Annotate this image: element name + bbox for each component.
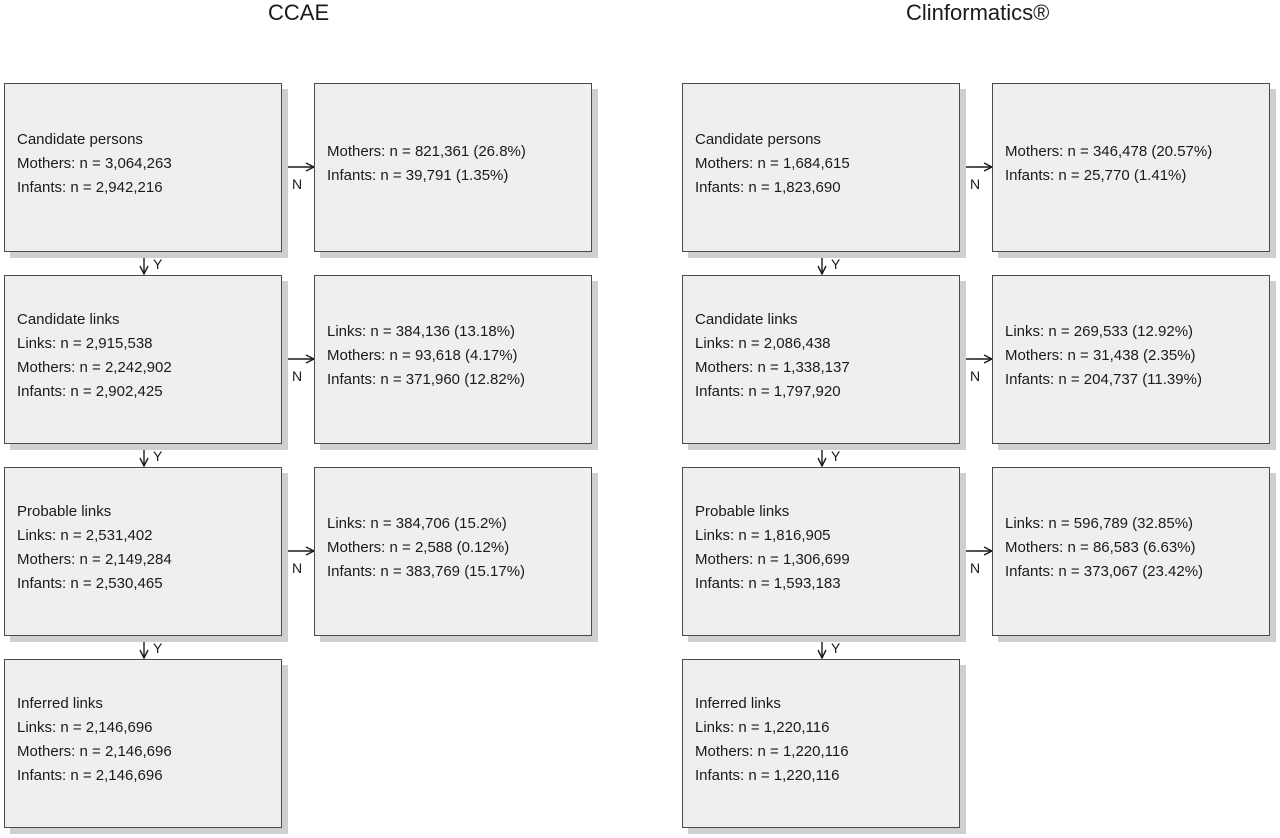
box-line: Links: n = 384,136 (13.18%) — [327, 322, 516, 340]
box-line: Links: n = 2,146,696 — [17, 718, 153, 736]
clin-no-label-3: N — [970, 560, 981, 576]
ccae-candidate-persons-box: Candidate persons Mothers: n = 3,064,263… — [4, 83, 282, 252]
box-line: Mothers: n = 93,618 (4.17%) — [327, 346, 518, 364]
box-line: Links: n = 2,531,402 — [17, 526, 153, 544]
box-line: Infants: n = 39,791 (1.35%) — [327, 166, 509, 184]
box-line: Infants: n = 1,797,920 — [695, 382, 841, 400]
ccae-inferred-links-box: Inferred links Links: n = 2,146,696 Moth… — [4, 659, 282, 828]
box-line: Links: n = 1,220,116 — [695, 718, 830, 736]
ccae-yes-label-2: Y — [153, 448, 163, 464]
box-line: Mothers: n = 86,583 (6.63%) — [1005, 538, 1196, 556]
ccae-yes-label-1: Y — [153, 256, 163, 272]
box-line: Mothers: n = 2,242,902 — [17, 358, 172, 376]
box-line: Infants: n = 1,220,116 — [695, 766, 840, 784]
clin-no-label-2: N — [970, 368, 981, 384]
clin-excluded-probable-links-box: Links: n = 596,789 (32.85%) Mothers: n =… — [992, 467, 1270, 636]
box-line: Links: n = 1,816,905 — [695, 526, 831, 544]
ccae-excluded-probable-links-box: Links: n = 384,706 (15.2%) Mothers: n = … — [314, 467, 592, 636]
box-heading: Probable links — [17, 502, 112, 520]
ccae-yes-label-3: Y — [153, 640, 163, 656]
ccae-no-label-1: N — [292, 176, 303, 192]
box-line: Infants: n = 1,593,183 — [695, 574, 841, 592]
box-line: Links: n = 2,915,538 — [17, 334, 153, 352]
clin-yes-label-1: Y — [831, 256, 841, 272]
box-heading: Candidate persons — [695, 130, 821, 148]
box-line: Mothers: n = 2,588 (0.12%) — [327, 538, 510, 556]
box-line: Links: n = 384,706 (15.2%) — [327, 514, 507, 532]
ccae-no-label-2: N — [292, 368, 303, 384]
box-heading: Probable links — [695, 502, 790, 520]
box-heading: Inferred links — [695, 694, 781, 712]
box-heading: Candidate persons — [17, 130, 143, 148]
box-line: Mothers: n = 31,438 (2.35%) — [1005, 346, 1196, 364]
box-line: Infants: n = 2,530,465 — [17, 574, 163, 592]
clin-no-label-1: N — [970, 176, 981, 192]
box-line: Infants: n = 204,737 (11.39%) — [1005, 370, 1202, 388]
box-line: Mothers: n = 3,064,263 — [17, 154, 172, 172]
box-line: Mothers: n = 2,146,696 — [17, 742, 172, 760]
box-heading: Inferred links — [17, 694, 103, 712]
clin-inferred-links-box: Inferred links Links: n = 1,220,116 Moth… — [682, 659, 960, 828]
clin-yes-label-3: Y — [831, 640, 841, 656]
ccae-title: CCAE — [268, 0, 330, 25]
box-line: Mothers: n = 2,149,284 — [17, 550, 172, 568]
clin-probable-links-box: Probable links Links: n = 1,816,905 Moth… — [682, 467, 960, 636]
box-line: Infants: n = 25,770 (1.41%) — [1005, 166, 1187, 184]
box-line: Infants: n = 1,823,690 — [695, 178, 841, 196]
box-heading: Candidate links — [695, 310, 798, 328]
clin-candidate-links-box: Candidate links Links: n = 2,086,438 Mot… — [682, 275, 960, 444]
box-line: Infants: n = 383,769 (15.17%) — [327, 562, 526, 580]
box-line: Mothers: n = 1,338,137 — [695, 358, 850, 376]
box-line: Infants: n = 373,067 (23.42%) — [1005, 562, 1204, 580]
box-line: Mothers: n = 346,478 (20.57%) — [1005, 142, 1213, 160]
clinformatics-title: Clinformatics® — [906, 0, 1050, 25]
box-line: Infants: n = 2,146,696 — [17, 766, 163, 784]
box-line: Mothers: n = 821,361 (26.8%) — [327, 142, 526, 160]
box-line: Infants: n = 2,942,216 — [17, 178, 163, 196]
ccae-excluded-persons-box: Mothers: n = 821,361 (26.8%) Infants: n … — [314, 83, 592, 252]
box-heading: Candidate links — [17, 310, 120, 328]
ccae-probable-links-box: Probable links Links: n = 2,531,402 Moth… — [4, 467, 282, 636]
box-line: Mothers: n = 1,684,615 — [695, 154, 850, 172]
box-line: Links: n = 596,789 (32.85%) — [1005, 514, 1194, 532]
clin-excluded-candidate-links-box: Links: n = 269,533 (12.92%) Mothers: n =… — [992, 275, 1270, 444]
clin-yes-label-2: Y — [831, 448, 841, 464]
ccae-no-label-3: N — [292, 560, 303, 576]
ccae-excluded-candidate-links-box: Links: n = 384,136 (13.18%) Mothers: n =… — [314, 275, 592, 444]
box-line: Mothers: n = 1,306,699 — [695, 550, 850, 568]
clin-excluded-persons-box: Mothers: n = 346,478 (20.57%) Infants: n… — [992, 83, 1270, 252]
clin-candidate-persons-box: Candidate persons Mothers: n = 1,684,615… — [682, 83, 960, 252]
ccae-candidate-links-box: Candidate links Links: n = 2,915,538 Mot… — [4, 275, 282, 444]
box-line: Links: n = 269,533 (12.92%) — [1005, 322, 1194, 340]
box-line: Infants: n = 2,902,425 — [17, 382, 163, 400]
box-line: Links: n = 2,086,438 — [695, 334, 831, 352]
box-line: Mothers: n = 1,220,116 — [695, 742, 849, 760]
box-line: Infants: n = 371,960 (12.82%) — [327, 370, 526, 388]
